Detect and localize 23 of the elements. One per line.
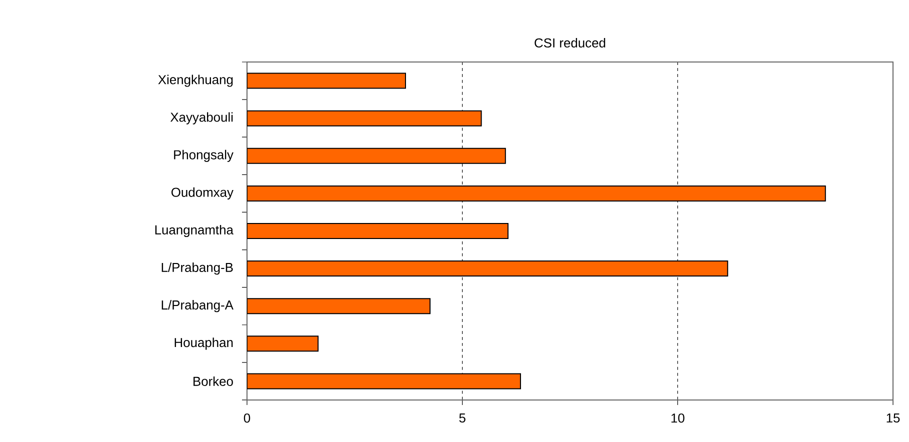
bar bbox=[247, 148, 506, 164]
y-tick-label: Phongsaly bbox=[174, 150, 234, 162]
y-tick-label: Borkeo bbox=[194, 376, 233, 386]
bar bbox=[247, 185, 826, 202]
bar bbox=[247, 298, 431, 314]
x-tick-label: 0 bbox=[244, 414, 250, 423]
x-tick-label: 15 bbox=[886, 414, 900, 423]
bar bbox=[247, 373, 521, 390]
bar bbox=[247, 336, 319, 352]
y-tick-label: Xayyabouli bbox=[170, 112, 233, 124]
bar bbox=[247, 222, 508, 239]
y-tick-label: Luangnamtha bbox=[155, 224, 234, 238]
x-tick-label: 10 bbox=[671, 414, 684, 423]
bar bbox=[247, 72, 406, 89]
y-tick-label: L/Prabang-B bbox=[162, 262, 233, 275]
bar bbox=[247, 260, 728, 277]
y-tick-label: Houaphan bbox=[174, 338, 233, 350]
y-tick-label: Xiengkhuang bbox=[158, 74, 233, 87]
chart-title: CSI reduced bbox=[534, 38, 606, 48]
x-tick-label: 5 bbox=[459, 414, 466, 423]
y-tick-label: Oudomxay bbox=[171, 187, 234, 200]
bar bbox=[247, 110, 482, 126]
y-tick-label: L/Prabang-A bbox=[162, 300, 234, 312]
